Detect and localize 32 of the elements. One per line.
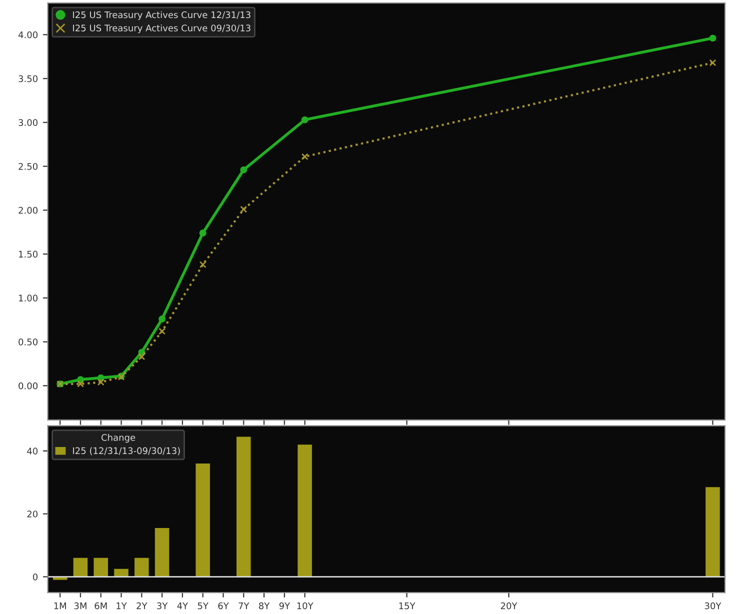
- x-tick-label: 3Y: [157, 602, 168, 610]
- x-tick-label: 6Y: [218, 602, 229, 610]
- y-tick-label: 1.50: [19, 250, 38, 258]
- y-tick-label: 40: [27, 448, 38, 454]
- y-tick-label: 20: [27, 510, 38, 518]
- legend-label: I25 US Treasury Actives Curve 12/31/13: [73, 11, 250, 20]
- x-tick-label: 4Y: [177, 602, 188, 610]
- x-tick-label: 6M: [94, 602, 107, 610]
- x-tick-label: 8Y: [259, 602, 270, 610]
- x-tick-label: 10Y: [297, 602, 314, 610]
- x-tick-label: 20Y: [500, 602, 518, 610]
- y-tick-label: 0.00: [18, 382, 38, 390]
- y-tick-label: 3.50: [18, 75, 38, 82]
- x-tick-label: 5Y: [198, 602, 208, 610]
- y-tick-label: 3.00: [18, 119, 38, 126]
- x-tick-label: 30Y: [704, 602, 722, 610]
- y-tick-label: 0.50: [18, 338, 38, 346]
- y-tick-label: 4.00: [18, 31, 38, 38]
- legend-label: I25 US Treasury Actives Curve 09/30/13: [73, 24, 250, 34]
- x-tick-label: 7Y: [238, 602, 250, 610]
- x-tick-label: 1Y: [116, 602, 127, 610]
- legend-title: Change: [102, 434, 136, 443]
- y-tick-label: 2.50: [18, 163, 38, 170]
- x-tick-label: 3M: [74, 602, 86, 610]
- y-tick-label: 0: [32, 574, 38, 580]
- x-tick-label: 1M: [54, 602, 66, 610]
- y-tick-label: 1.00: [19, 294, 38, 302]
- x-tick-label: 2Y: [136, 602, 148, 610]
- legend-label: I25 (12/31/13-09/30/13): [73, 447, 180, 456]
- x-tick-label: 15Y: [399, 602, 416, 610]
- y-tick-label: 2.00: [18, 206, 38, 214]
- x-tick-label: 9Y: [279, 602, 290, 610]
